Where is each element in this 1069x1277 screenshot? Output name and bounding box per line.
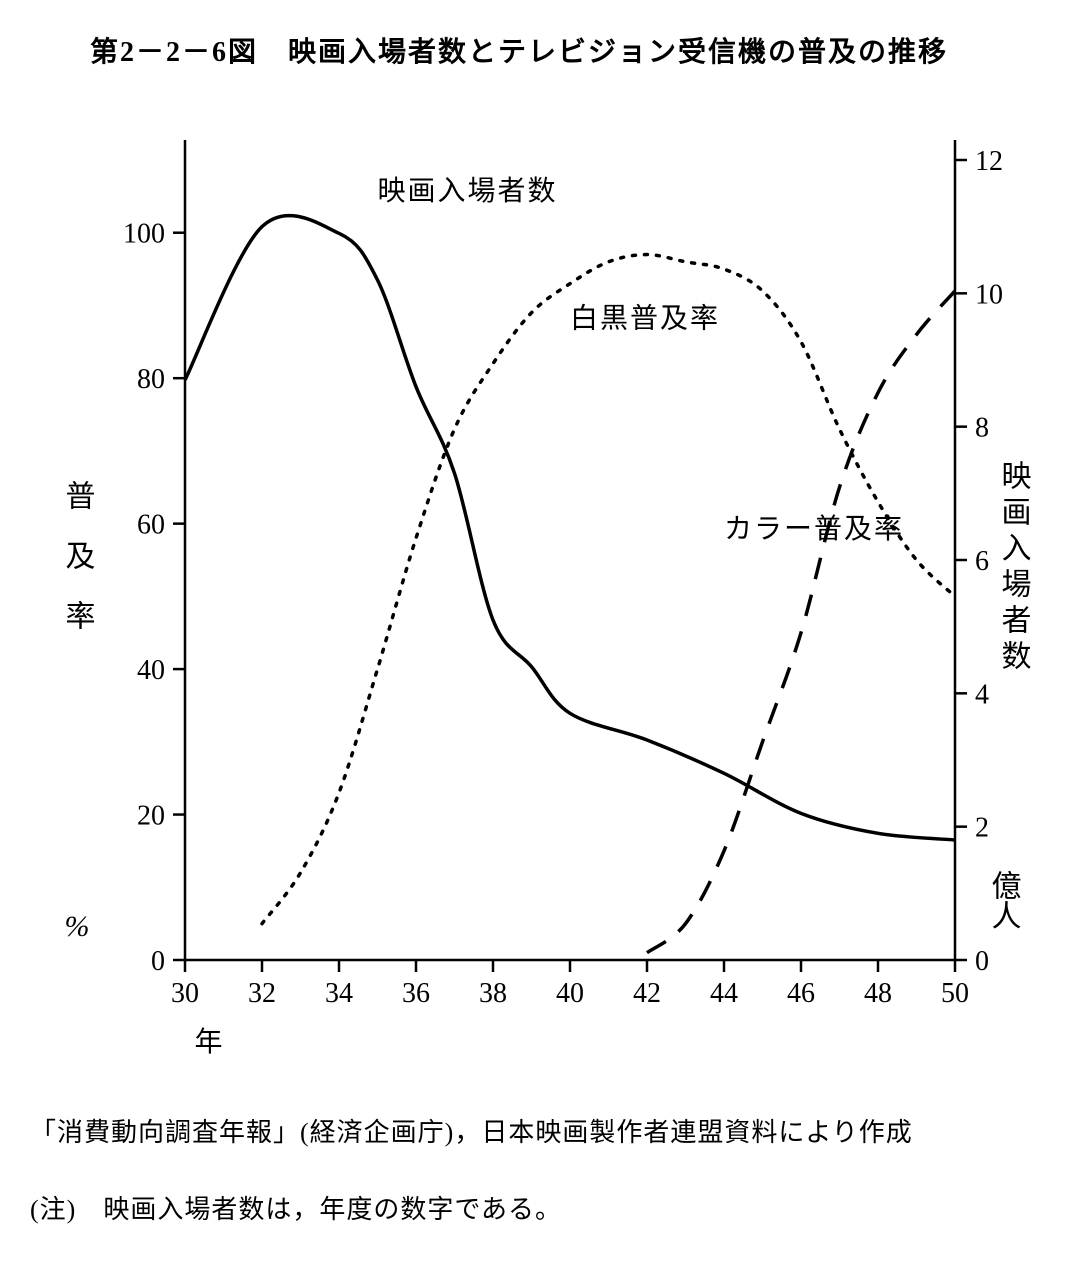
chart-title: 第2－2－6図 映画入場者数とテレビジョン受信機の普及の推移 — [30, 30, 1039, 70]
svg-text:38: 38 — [479, 978, 507, 1009]
svg-text:20: 20 — [137, 801, 165, 832]
svg-text:80: 80 — [137, 364, 165, 395]
svg-text:50: 50 — [941, 978, 969, 1009]
svg-text:6: 6 — [975, 546, 989, 577]
source-note: 「消費動向調査年報」(経済企画庁)，日本映画製作者連盟資料により作成 — [30, 1110, 1039, 1157]
svg-text:100: 100 — [123, 219, 165, 250]
y-left-axis-unit: % — [65, 910, 90, 944]
svg-text:10: 10 — [975, 279, 1003, 310]
svg-text:映画入場者数: 映画入場者数 — [377, 175, 557, 207]
svg-text:46: 46 — [787, 978, 815, 1009]
svg-text:40: 40 — [556, 978, 584, 1009]
svg-text:12: 12 — [975, 146, 1003, 177]
svg-text:4: 4 — [975, 679, 989, 710]
svg-text:44: 44 — [710, 978, 738, 1009]
svg-text:40: 40 — [137, 655, 165, 686]
svg-text:0: 0 — [151, 946, 165, 977]
svg-text:36: 36 — [402, 978, 430, 1009]
svg-text:60: 60 — [137, 510, 165, 541]
x-axis-unit: 年 — [195, 1020, 223, 1060]
svg-text:30: 30 — [171, 978, 199, 1009]
svg-text:0: 0 — [975, 946, 989, 977]
svg-text:白黒普及率: 白黒普及率 — [570, 302, 720, 334]
svg-text:42: 42 — [633, 978, 661, 1009]
svg-text:34: 34 — [325, 978, 353, 1009]
svg-text:32: 32 — [248, 978, 276, 1009]
svg-text:2: 2 — [975, 813, 989, 844]
y-right-axis-label: 映画入場者数 — [991, 460, 1035, 676]
svg-text:48: 48 — [864, 978, 892, 1009]
footnote: (注) 映画入場者数は，年度の数字である。 — [30, 1187, 1039, 1234]
chart-container: 0204060801000246810123032343638404244464… — [35, 80, 1035, 1080]
line-chart: 0204060801000246810123032343638404244464… — [35, 80, 1035, 1080]
y-right-axis-unit: 億人 — [981, 870, 1025, 930]
svg-text:カラー普及率: カラー普及率 — [724, 513, 904, 545]
svg-text:8: 8 — [975, 413, 989, 444]
y-left-axis-label: 普及率 — [55, 480, 99, 660]
